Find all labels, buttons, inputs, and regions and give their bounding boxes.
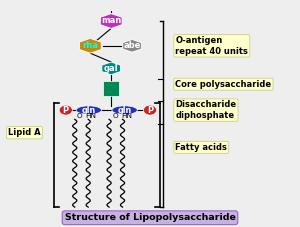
Circle shape xyxy=(59,105,72,115)
Text: Core polysaccharide: Core polysaccharide xyxy=(176,80,272,89)
Polygon shape xyxy=(123,39,141,52)
Text: P: P xyxy=(63,106,69,115)
Text: O: O xyxy=(76,114,82,119)
Ellipse shape xyxy=(112,106,137,114)
Text: Structure of Lipopolysaccharide: Structure of Lipopolysaccharide xyxy=(64,213,236,222)
Text: HN: HN xyxy=(85,114,96,119)
Text: O: O xyxy=(112,114,118,119)
Ellipse shape xyxy=(76,106,101,114)
Text: P: P xyxy=(147,106,153,115)
Circle shape xyxy=(143,105,157,115)
Text: rha: rha xyxy=(82,41,98,50)
Text: O-antigen
repeat 40 units: O-antigen repeat 40 units xyxy=(176,36,248,56)
Text: gln: gln xyxy=(82,106,96,115)
Text: Lipid A: Lipid A xyxy=(8,128,41,137)
Polygon shape xyxy=(80,38,101,53)
Text: gln: gln xyxy=(118,106,132,115)
Text: Disaccharide
diphosphate: Disaccharide diphosphate xyxy=(176,100,236,120)
Text: HN: HN xyxy=(121,114,132,119)
Polygon shape xyxy=(102,62,121,75)
Polygon shape xyxy=(100,14,122,28)
Text: man: man xyxy=(101,17,121,25)
Text: gal: gal xyxy=(104,64,119,73)
Text: Fatty acids: Fatty acids xyxy=(176,143,227,152)
FancyBboxPatch shape xyxy=(103,81,119,96)
Text: abe: abe xyxy=(123,41,141,50)
